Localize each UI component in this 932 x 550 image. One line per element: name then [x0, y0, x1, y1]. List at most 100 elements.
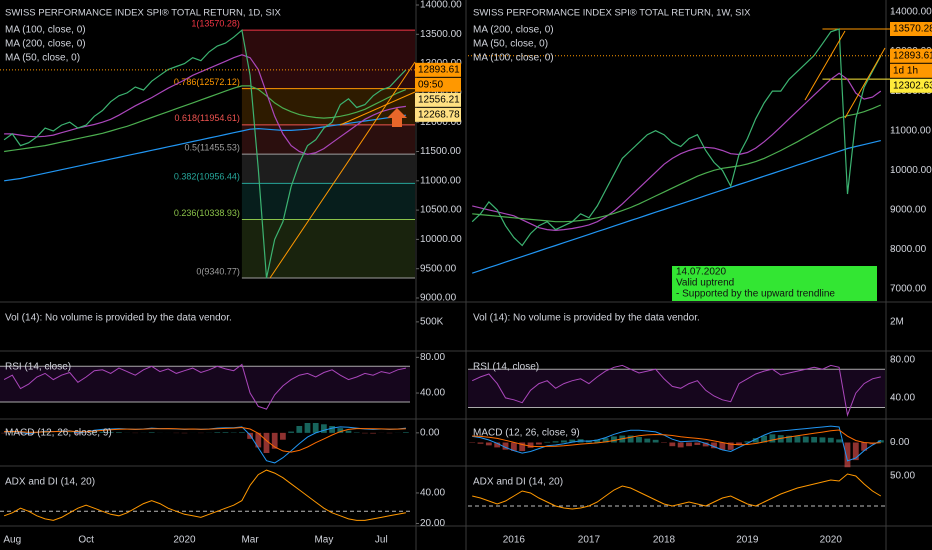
macd-histogram [836, 439, 843, 443]
y-tick-label: 40.00 [420, 388, 445, 399]
pane-label: ADX and DI (14, 20) [473, 477, 563, 488]
macd-histogram [594, 439, 601, 443]
macd-histogram [370, 432, 376, 434]
y-tick-label: 11000.00 [420, 175, 461, 186]
y-tick-label: 7000.00 [890, 284, 927, 295]
fib-zone [241, 88, 415, 125]
macd-histogram [17, 432, 24, 434]
y-tick-label: 2M [890, 317, 904, 328]
x-tick-label: Jul [375, 535, 388, 546]
trendline [339, 91, 416, 126]
macd-histogram [403, 432, 409, 433]
macd-histogram [727, 442, 734, 450]
x-tick-label: 2020 [820, 535, 843, 546]
legend-entry: MA (50, close, 0) [473, 39, 548, 50]
price-scale-label: 12268.78 [418, 109, 460, 120]
price-scale-label-bg [415, 62, 461, 77]
ma-line [4, 114, 406, 182]
price-scale-label: 12893.61 [418, 64, 460, 75]
y-tick-label: 20.00 [420, 518, 445, 529]
macd-histogram [321, 424, 327, 433]
adx-line [3, 469, 406, 521]
price-scale-label-bg [415, 92, 461, 107]
y-tick-label: 500K [420, 317, 444, 328]
legend-entry: MA (200, close, 0) [473, 25, 554, 36]
trendline [269, 61, 416, 279]
annotation-text: - Supported by the upward trendline [676, 289, 835, 300]
overlay-layer: 12893.61 09:50 12556.21 12268.78 SWISS PERFO… [5, 8, 932, 301]
macd-histogram [535, 442, 542, 445]
macd-histogram [271, 432, 278, 449]
arrow-icon [387, 108, 407, 127]
fib-label: 0.786(12572.12) [174, 77, 240, 87]
y-tick-label: 9000.00 [890, 204, 927, 215]
x-tick-label: 2016 [503, 535, 526, 546]
pane-label: ADX and DI (14, 20) [5, 477, 95, 488]
fib-label: 0.5(11455.53) [185, 142, 240, 152]
price-scale-label-bg [890, 63, 932, 78]
y-tick-label: 9000.00 [420, 293, 457, 304]
price-scale-label-bg [890, 22, 932, 37]
price-line [3, 29, 407, 279]
macd-histogram [255, 432, 262, 448]
y-tick-label: 10500.00 [420, 205, 462, 216]
macd-histogram [611, 436, 617, 443]
macd-histogram [107, 432, 114, 433]
macd-histogram [527, 442, 534, 448]
x-tick-label: May [314, 535, 333, 546]
macd-histogram [861, 442, 868, 451]
macd-histogram [636, 436, 642, 443]
macd-histogram [786, 435, 793, 443]
rsi-line [3, 363, 407, 410]
macd-histogram [263, 432, 270, 453]
macd-histogram [569, 439, 576, 443]
macd-histogram [337, 428, 344, 433]
y-tick-label: 11000.00 [890, 125, 931, 136]
macd-histogram [552, 441, 559, 443]
rsi-band [0, 366, 410, 402]
annotation-text: Valid uptrend [676, 278, 734, 289]
macd-histogram [852, 442, 859, 461]
rsi-band [468, 369, 885, 408]
macd-histogram [761, 435, 767, 443]
chart-title: SWISS PERFORMANCE INDEX SPI® TOTAL RETUR… [5, 8, 282, 19]
x-tick-label: 2020 [173, 535, 196, 546]
macd-histogram [702, 442, 709, 447]
macd-histogram [802, 436, 809, 443]
x-tick-label: 2017 [578, 535, 601, 546]
y-tick-label: 14000.00 [890, 7, 932, 18]
fib-zone [241, 219, 415, 279]
macd-histogram [312, 423, 319, 433]
rsi-line [471, 364, 881, 417]
pane-label: MACD (12, 26, close, 9) [5, 428, 112, 439]
macd-line [4, 426, 406, 453]
macd-histogram [214, 432, 221, 433]
macd-histogram [42, 432, 48, 433]
price-scale-label: 12556.21 [418, 94, 460, 105]
legend-entry: MA (200, close, 0) [5, 39, 86, 50]
y-tick-label: 12000.00 [420, 117, 462, 128]
macd-histogram [99, 431, 106, 433]
macd-histogram [794, 436, 801, 443]
price-scale-label-bg [415, 77, 461, 92]
x-tick-label: 2019 [736, 535, 759, 546]
pane-label: Vol (14): No volume is provided by the d… [473, 313, 700, 324]
macd-histogram [877, 440, 884, 443]
fib-label: 0.618(11954.61) [175, 113, 240, 123]
ma-line [472, 140, 881, 274]
price-scale-label: 12893.61 [893, 50, 932, 61]
macd-histogram [694, 442, 701, 445]
macd-histogram [769, 434, 776, 443]
macd-line [472, 429, 881, 448]
y-tick-label: 14000.00 [420, 0, 462, 11]
macd-histogram [91, 432, 98, 433]
macd-histogram [239, 432, 245, 433]
macd-histogram [502, 442, 509, 450]
macd-histogram [288, 431, 294, 433]
ma-line [472, 72, 882, 232]
price-scale-label-bg [890, 48, 932, 63]
ma-line [4, 85, 407, 153]
macd-histogram [677, 442, 684, 448]
